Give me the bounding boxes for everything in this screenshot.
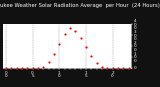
Point	[127, 67, 130, 69]
Point	[79, 38, 82, 39]
Point	[37, 67, 39, 69]
Point	[53, 53, 55, 54]
Point	[95, 62, 98, 64]
Point	[47, 61, 50, 63]
Point	[21, 67, 23, 69]
Point	[10, 67, 12, 69]
Point	[26, 67, 28, 69]
Point	[58, 43, 60, 45]
Point	[74, 30, 76, 32]
Point	[15, 67, 18, 69]
Point	[85, 46, 87, 48]
Point	[111, 67, 114, 69]
Point	[69, 27, 71, 28]
Point	[101, 66, 103, 68]
Point	[31, 67, 34, 69]
Point	[117, 67, 119, 69]
Text: Milwaukee Weather Solar Radiation Average  per Hour  (24 Hours): Milwaukee Weather Solar Radiation Averag…	[0, 3, 159, 8]
Point	[106, 67, 108, 69]
Point	[63, 33, 66, 35]
Point	[90, 55, 92, 57]
Point	[42, 66, 44, 68]
Point	[122, 67, 124, 69]
Point	[5, 67, 7, 69]
